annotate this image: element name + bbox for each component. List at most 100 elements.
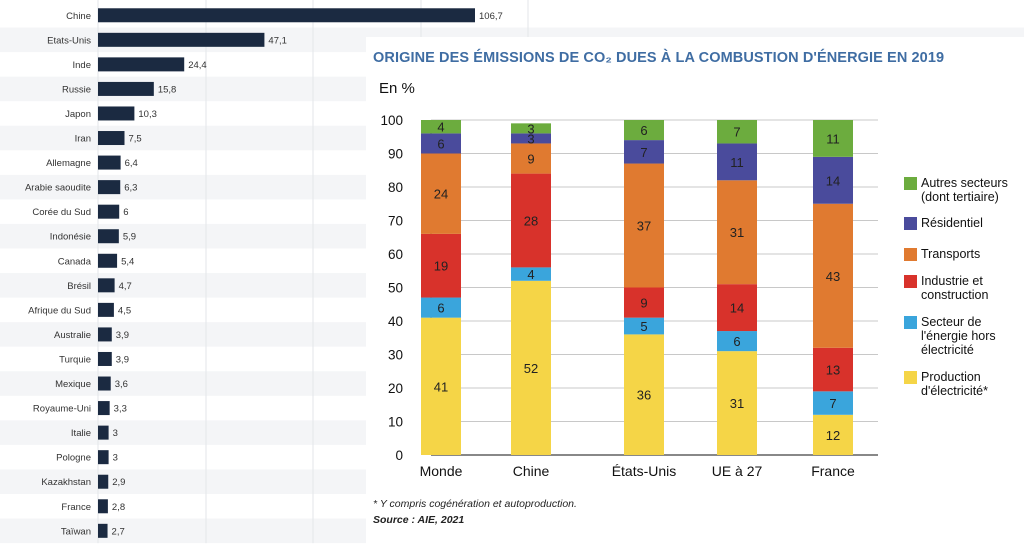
bar-value-label: 4,5 xyxy=(118,305,131,316)
bar xyxy=(98,425,109,440)
x-category-label: États-Unis xyxy=(612,463,677,479)
legend-label: Autres secteurs (dont tertiaire) xyxy=(921,176,1008,204)
segment-value-label: 19 xyxy=(434,259,448,274)
bar-value-label: 3 xyxy=(113,453,118,464)
bar-segment xyxy=(813,156,853,204)
bar-value-label: 3,3 xyxy=(114,404,127,415)
x-category-label: France xyxy=(811,463,855,479)
legend-swatch xyxy=(904,371,917,384)
segment-value-label: 11 xyxy=(730,155,744,170)
bar xyxy=(98,302,114,317)
legend-swatch xyxy=(904,248,917,261)
bar-value-label: 10,3 xyxy=(138,109,157,120)
bar-value-label: 2,8 xyxy=(112,502,125,513)
segment-value-label: 6 xyxy=(437,136,444,151)
bar xyxy=(98,474,109,489)
bar-value-label: 6 xyxy=(123,207,128,218)
bar-segment xyxy=(421,120,461,134)
bar-value-label: 3,6 xyxy=(115,379,128,390)
footnote: * Y compris cogénération et autoproducti… xyxy=(373,498,577,510)
legend-label: Production d'électricité* xyxy=(921,370,988,398)
category-label: Brésil xyxy=(67,281,91,292)
segment-value-label: 6 xyxy=(640,123,647,138)
segment-value-label: 5 xyxy=(640,319,647,334)
y-tick-label: 40 xyxy=(388,314,403,329)
category-label: Royaume-Uni xyxy=(33,404,91,415)
y-tick-label: 10 xyxy=(388,415,403,430)
bar-segment xyxy=(717,180,757,285)
segment-value-label: 31 xyxy=(730,225,744,240)
bar xyxy=(98,229,119,244)
bar-segment xyxy=(511,280,551,455)
segment-value-label: 6 xyxy=(437,301,444,316)
bar-value-label: 15,8 xyxy=(158,84,177,95)
bar-value-label: 3,9 xyxy=(116,330,129,341)
category-label: Inde xyxy=(73,60,92,71)
y-tick-label: 80 xyxy=(388,180,403,195)
bar-segment xyxy=(511,143,551,174)
segment-value-label: 7 xyxy=(640,145,647,160)
bar xyxy=(98,131,125,146)
bar xyxy=(98,180,121,195)
bar-value-label: 106,7 xyxy=(479,11,503,22)
bar-segment xyxy=(717,120,757,144)
bar xyxy=(98,327,112,342)
bar-value-label: 2,9 xyxy=(112,477,125,488)
bar xyxy=(98,204,120,219)
y-tick-label: 90 xyxy=(388,147,403,162)
bar xyxy=(98,376,111,391)
bar-segment xyxy=(624,334,664,455)
bar-segment xyxy=(624,120,664,141)
legend-swatch xyxy=(904,177,917,190)
bar-segment xyxy=(421,297,461,318)
bar xyxy=(98,351,112,366)
chart-title: ORIGINE DES ÉMISSIONS DE CO₂ DUES À LA C… xyxy=(373,50,945,66)
x-category-label: UE à 27 xyxy=(712,463,763,479)
y-tick-label: 70 xyxy=(388,214,403,229)
y-tick-label: 100 xyxy=(380,113,403,128)
bar-segment xyxy=(421,153,461,234)
category-label: Taïwan xyxy=(61,526,91,537)
y-tick-label: 60 xyxy=(388,247,403,262)
y-tick-label: 20 xyxy=(388,381,403,396)
category-label: Indonésie xyxy=(50,232,91,243)
category-label: Canada xyxy=(58,256,92,267)
y-tick-label: 30 xyxy=(388,348,403,363)
segment-value-label: 9 xyxy=(527,152,534,167)
x-category-label: Monde xyxy=(420,463,463,479)
bar-segment xyxy=(624,140,664,164)
category-label: Iran xyxy=(75,134,91,145)
category-label: Russie xyxy=(62,84,91,95)
bar xyxy=(98,57,185,72)
bar-segment xyxy=(511,267,551,281)
bar-value-label: 3,9 xyxy=(116,354,129,365)
segment-value-label: 14 xyxy=(730,301,744,316)
bar-value-label: 5,9 xyxy=(123,232,136,243)
legend-swatch xyxy=(904,217,917,230)
segment-value-label: 41 xyxy=(434,379,448,394)
category-label: Etats-Unis xyxy=(47,35,91,46)
bar-segment xyxy=(511,173,551,268)
segment-value-label: 3 xyxy=(527,121,534,136)
bar xyxy=(98,8,475,23)
bar-segment xyxy=(511,133,551,144)
bar-segment xyxy=(813,391,853,415)
category-label: Mexique xyxy=(55,379,91,390)
segment-value-label: 43 xyxy=(826,269,840,284)
bar xyxy=(98,523,108,538)
segment-value-label: 7 xyxy=(829,396,836,411)
bar-value-label: 7,5 xyxy=(128,134,141,145)
legend-label: Résidentiel xyxy=(921,216,983,230)
legend-swatch xyxy=(904,316,917,329)
bar-value-label: 3 xyxy=(113,428,118,439)
bar-segment xyxy=(624,317,664,335)
y-tick-label: 50 xyxy=(388,281,403,296)
segment-value-label: 31 xyxy=(730,396,744,411)
bar xyxy=(98,106,135,121)
bar-value-label: 24,4 xyxy=(188,60,207,71)
legend-label: Transports xyxy=(921,247,981,261)
category-label: Japon xyxy=(65,109,91,120)
segment-value-label: 28 xyxy=(524,214,538,229)
bar xyxy=(98,278,115,293)
legend-swatch xyxy=(904,275,917,288)
